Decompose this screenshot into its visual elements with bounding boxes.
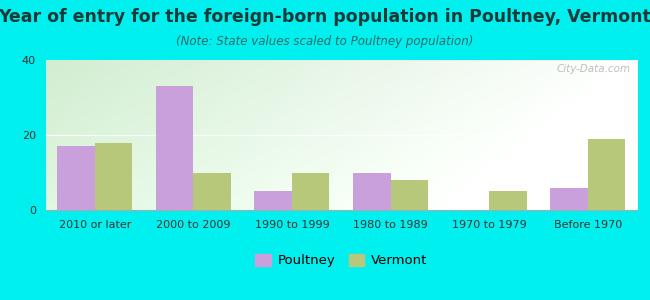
Bar — [391, 180, 428, 210]
Bar — [292, 172, 330, 210]
Bar — [156, 86, 194, 210]
Text: (Note: State values scaled to Poultney population): (Note: State values scaled to Poultney p… — [176, 34, 474, 47]
Bar — [588, 139, 625, 210]
Bar — [551, 188, 588, 210]
Bar — [489, 191, 526, 210]
Bar — [95, 142, 132, 210]
Bar — [255, 191, 292, 210]
Bar — [57, 146, 95, 210]
Legend: Poultney, Vermont: Poultney, Vermont — [250, 248, 433, 272]
Text: City-Data.com: City-Data.com — [557, 64, 631, 74]
Text: Year of entry for the foreign-born population in Poultney, Vermont: Year of entry for the foreign-born popul… — [0, 8, 650, 26]
Bar — [353, 172, 391, 210]
Bar — [194, 172, 231, 210]
